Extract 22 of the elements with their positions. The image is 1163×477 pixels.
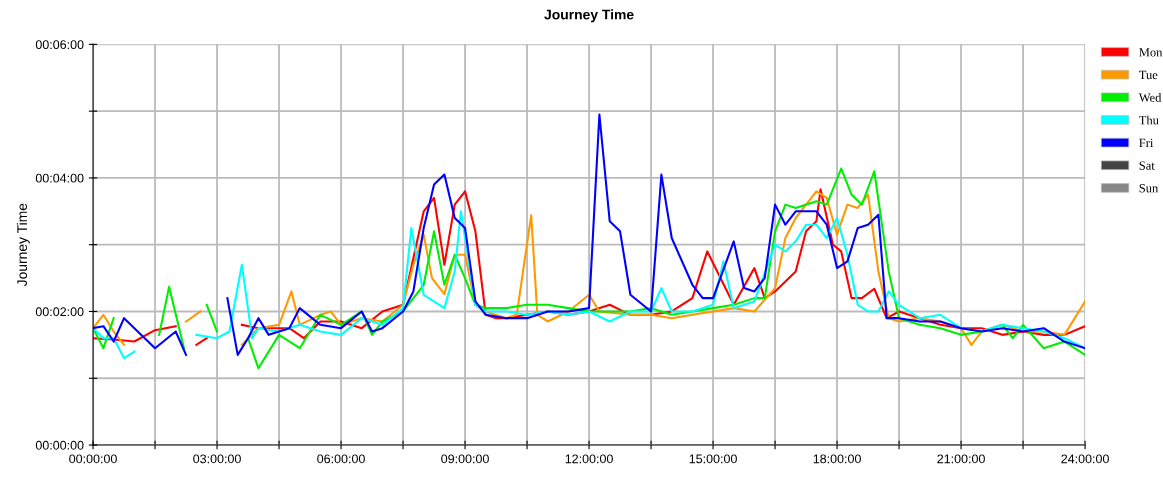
legend-label: Sat (1139, 161, 1155, 170)
x-tick-label: 21:00:00 (937, 454, 985, 464)
y-tick-label: 00:04:00 (35, 173, 84, 183)
x-tick-label: 12:00:00 (565, 454, 613, 464)
legend-label: Tue (1139, 70, 1158, 80)
legend-label: Wed (1138, 93, 1162, 102)
x-tick-label: 06:00:00 (317, 454, 365, 464)
legend-label: Mon (1139, 48, 1163, 57)
y-axis-title: Journey Time (16, 203, 30, 287)
x-tick-label: 18:00:00 (813, 454, 861, 464)
x-tick-label: 24:00:00 (1061, 454, 1109, 464)
legend-label: Fri (1139, 138, 1154, 147)
x-tick-label: 03:00:00 (193, 454, 241, 464)
y-tick-label: 00:02:00 (35, 307, 84, 317)
x-tick-label: 09:00:00 (441, 454, 489, 464)
legend-label: Thu (1139, 115, 1159, 125)
chart-title: Journey Time (544, 9, 634, 23)
x-tick-label: 15:00:00 (689, 454, 737, 464)
y-tick-label: 00:00:00 (35, 440, 84, 450)
y-tick-label: 00:06:00 (35, 40, 84, 50)
x-tick-label: 00:00:00 (69, 454, 117, 464)
legend-label: Sun (1139, 184, 1159, 193)
